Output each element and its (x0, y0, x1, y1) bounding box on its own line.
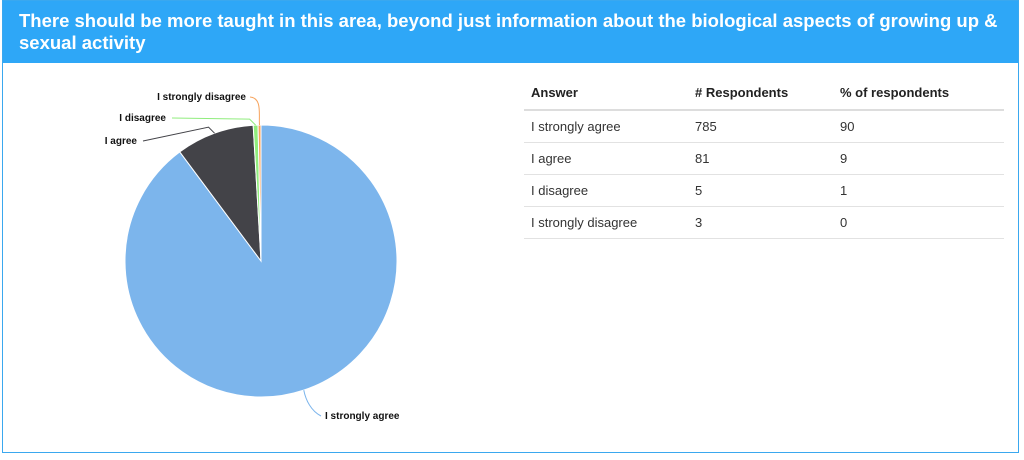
answer-cell: I agree (524, 142, 688, 175)
results-table-area: Answer # Respondents % of respondents I … (524, 75, 1004, 239)
pie-chart-area: I strongly agree I agree I disagree I stron… (3, 63, 503, 453)
table-row: I agree 81 9 (524, 142, 1004, 175)
respondents-cell: 81 (688, 142, 833, 175)
percent-cell: 9 (833, 142, 1004, 175)
table-header-row: Answer # Respondents % of respondents (524, 75, 1004, 111)
respondents-cell: 785 (688, 110, 833, 143)
survey-card: There should be more taught in this area… (2, 0, 1019, 453)
pie-slice-label: I strongly agree (325, 411, 400, 422)
pie-slice-label: I strongly disagree (157, 92, 246, 103)
answer-cell: I strongly agree (524, 110, 688, 143)
pie-slice-label: I disagree (119, 113, 166, 124)
pie-slice-label: I agree (105, 136, 138, 147)
pie-slice[interactable] (179, 124, 262, 263)
pie-chart: I strongly agree I agree I disagree I stron… (105, 92, 400, 422)
results-table: Answer # Respondents % of respondents I … (524, 75, 1004, 239)
pie-label-connector (171, 117, 256, 126)
percent-cell: 0 (833, 206, 1004, 239)
question-title: There should be more taught in this area… (19, 10, 998, 53)
pie-label-connector (142, 126, 215, 142)
table-row: I disagree 5 1 (524, 174, 1004, 207)
column-header-answer: Answer (524, 75, 688, 111)
answer-cell: I disagree (524, 174, 688, 207)
respondents-cell: 3 (688, 206, 833, 239)
column-header-respondents: # Respondents (688, 75, 833, 111)
column-header-percent: % of respondents (833, 75, 1004, 111)
question-header: There should be more taught in this area… (3, 1, 1018, 63)
answer-cell: I strongly disagree (524, 206, 688, 239)
respondents-cell: 5 (688, 174, 833, 207)
pie-label-connector (303, 390, 322, 417)
table-row: I strongly disagree 3 0 (524, 206, 1004, 239)
percent-cell: 1 (833, 174, 1004, 207)
pie-label-connector (249, 96, 261, 126)
percent-cell: 90 (833, 110, 1004, 143)
table-row: I strongly agree 785 90 (524, 110, 1004, 143)
